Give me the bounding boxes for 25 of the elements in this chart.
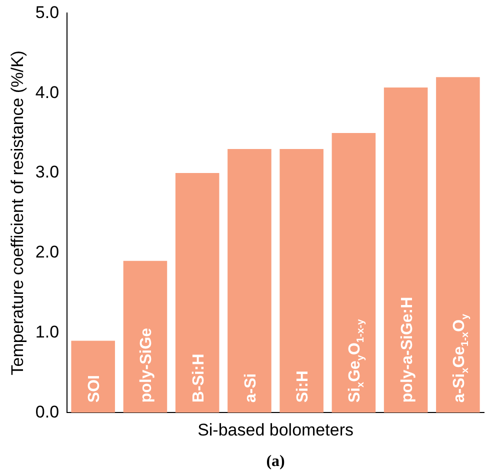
y-tick-label: 4.0 [35, 82, 60, 102]
bar [384, 87, 428, 413]
x-tick-label: poly-a-SiGe:H [398, 296, 416, 403]
y-tick-label: 3.0 [35, 162, 60, 182]
x-tick-label: a-Si [242, 373, 260, 403]
bar [175, 172, 220, 413]
x-tick-label: Si:H [294, 370, 312, 403]
y-tick-label: 5.0 [35, 2, 60, 22]
y-tick-label: 1.0 [35, 322, 60, 342]
y-axis-title: Temperature coefficient of resistance (%/K) [8, 50, 27, 376]
text: (a) [266, 453, 285, 470]
x-tick-label: poly-SiGe [138, 328, 156, 403]
x-tick-label: SixGeyO1-x-y [346, 318, 367, 403]
bar [123, 260, 168, 413]
y-tick-label: 0.0 [35, 402, 60, 422]
bar [71, 340, 115, 413]
bar [436, 77, 480, 413]
x-tick-label: B-Si:H [190, 354, 208, 403]
bar [332, 133, 376, 413]
x-axis-title: Si-based bolometers [198, 420, 354, 440]
x-tick-label: SOI [86, 375, 104, 403]
bar [228, 148, 272, 413]
y-tick-label: 2.0 [35, 242, 60, 262]
x-tick-label: a-SixGe1-xOy [450, 313, 471, 403]
bar [280, 148, 324, 413]
